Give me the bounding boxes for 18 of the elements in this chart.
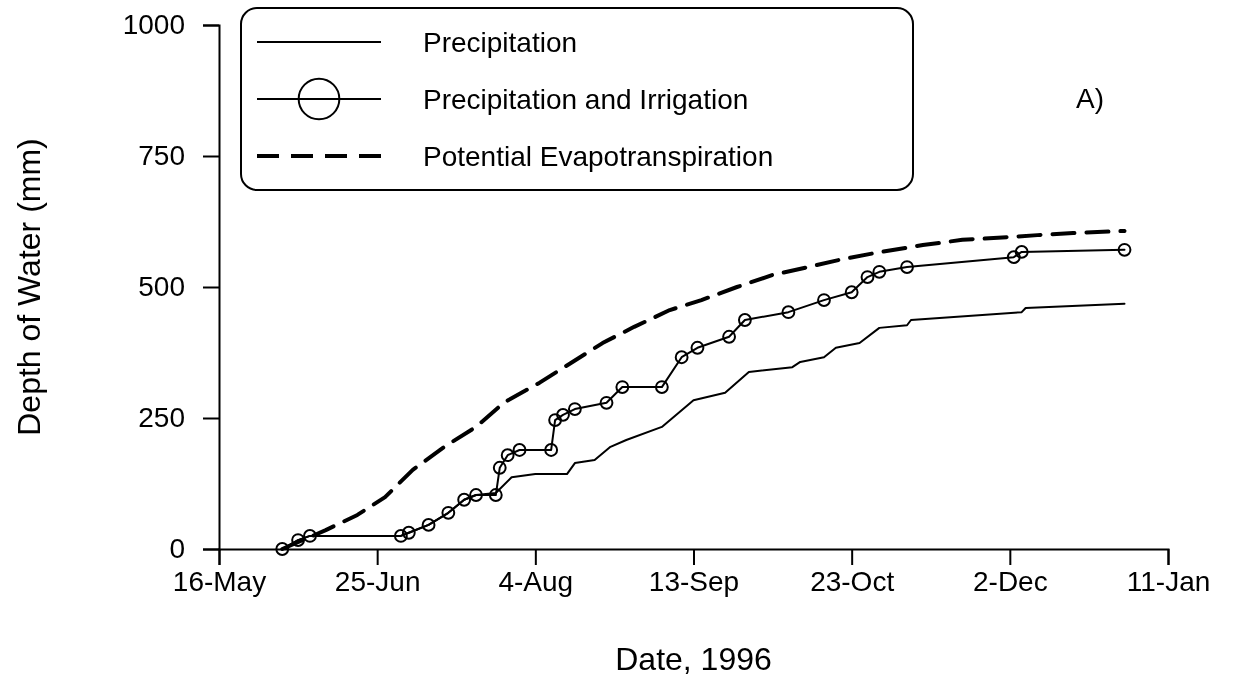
x-tick-label: 11-Jan <box>1126 565 1211 597</box>
x-tick-label: 2-Dec <box>972 565 1048 597</box>
x-tick-label: 13-Sep <box>648 565 740 597</box>
x-tick-label: 25-Jun <box>334 565 421 597</box>
x-axis-title: Date, 1996 <box>615 641 772 677</box>
x-tick-label: 16-May <box>172 565 267 597</box>
annotation: A) <box>1076 83 1104 114</box>
legend-label: Precipitation <box>423 27 578 58</box>
y-axis-title: Depth of Water (mm) <box>11 138 47 436</box>
x-tick-label: 4-Aug <box>498 565 574 597</box>
y-tick-label: 250 <box>138 402 185 434</box>
y-tick-label: 1000 <box>122 9 185 41</box>
legend-label: Precipitation and Irrigation <box>423 84 749 115</box>
legend-label: Potential Evapotranspiration <box>423 141 774 172</box>
x-tick-label: 23-Oct <box>810 565 895 597</box>
y-tick-label: 500 <box>138 271 185 303</box>
y-tick-label: 0 <box>169 533 185 565</box>
y-tick-label: 750 <box>138 140 185 172</box>
